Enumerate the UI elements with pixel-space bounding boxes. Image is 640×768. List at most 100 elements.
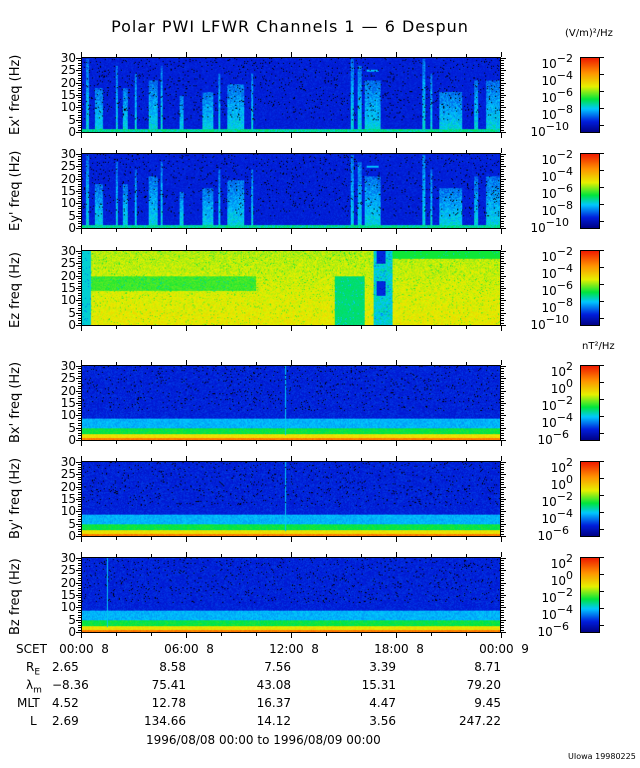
y-tick xyxy=(76,215,81,217)
colorbar-tick-label: 10−10 xyxy=(509,216,570,234)
y-tick-label: 25 xyxy=(60,256,76,271)
y-tick xyxy=(76,325,81,326)
y-tick xyxy=(501,317,504,319)
colorbar-exponent: −8 xyxy=(556,102,573,116)
y-tick xyxy=(78,117,81,119)
y-tick xyxy=(78,183,81,185)
y-tick xyxy=(501,127,504,129)
colorbar-tick xyxy=(600,124,604,126)
colorbar-base: 10 xyxy=(541,90,557,105)
y-tick xyxy=(78,489,81,491)
x-tick xyxy=(256,458,257,461)
colorbar-exponent: −10 xyxy=(545,312,569,326)
y-tick xyxy=(78,292,81,294)
x-tick xyxy=(151,133,152,136)
x-tick xyxy=(431,54,432,57)
colorbar-tick-label: 102 xyxy=(513,457,573,475)
y-tick xyxy=(78,590,81,592)
x-tick xyxy=(431,537,432,540)
y-tick xyxy=(501,90,504,92)
x-tick xyxy=(396,245,397,250)
x-tick xyxy=(221,229,222,232)
x-tick xyxy=(256,247,257,250)
y-tick xyxy=(78,533,81,535)
colorbar-tick xyxy=(600,415,604,417)
y-tick xyxy=(78,188,81,190)
x-tick xyxy=(466,229,467,232)
y-tick xyxy=(76,486,81,488)
y-tick xyxy=(78,432,81,434)
ephemeris-label: MLT xyxy=(17,696,40,710)
y-tick xyxy=(78,612,81,614)
y-tick xyxy=(501,70,506,72)
y-tick xyxy=(78,315,81,317)
x-tick xyxy=(326,150,327,153)
y-tick-label: 20 xyxy=(60,171,76,186)
x-tick xyxy=(291,52,292,57)
x-tick xyxy=(81,245,82,250)
ephemeris-value: 12.78 xyxy=(151,696,186,710)
colorbar-6 xyxy=(580,557,600,633)
colorbar-tick xyxy=(600,283,604,285)
y-tick xyxy=(501,166,506,168)
ephemeris-label: L xyxy=(30,714,37,728)
colorbar-exponent: −4 xyxy=(556,261,573,275)
y-tick xyxy=(501,297,504,299)
x-tick xyxy=(291,537,292,542)
y-tick xyxy=(501,481,504,483)
colorbar-base: 10 xyxy=(541,607,557,622)
y-tick xyxy=(501,263,506,265)
y-tick xyxy=(501,617,504,619)
colorbar-tick xyxy=(600,624,604,626)
x-tick xyxy=(221,133,222,136)
y-tick xyxy=(78,592,81,594)
ephemeris-value: 16.37 xyxy=(256,696,291,710)
x-tick xyxy=(81,633,82,638)
colorbar-base: 10 xyxy=(541,250,557,264)
y-tick xyxy=(78,494,81,496)
y-tick xyxy=(501,469,504,471)
y-tick xyxy=(501,223,504,225)
y-tick xyxy=(501,407,504,409)
figure-title: Polar PWI LFWR Channels 1 — 6 Despun xyxy=(111,17,469,36)
y-tick xyxy=(501,533,504,535)
colorbar-tick xyxy=(600,186,604,188)
colorbar-tick xyxy=(600,203,604,205)
colorbar-tick-label: 10−6 xyxy=(513,86,574,105)
y-tick xyxy=(78,587,81,589)
y-tick xyxy=(78,97,81,99)
y-tick xyxy=(501,513,504,515)
y-tick xyxy=(501,536,506,537)
x-tick xyxy=(291,552,292,557)
y-tick-label: 10 xyxy=(60,408,76,423)
y-tick xyxy=(76,58,81,59)
y-tick xyxy=(78,90,81,92)
y-tick xyxy=(78,526,81,528)
y-tick xyxy=(78,210,81,212)
y-tick xyxy=(501,275,506,277)
y-tick xyxy=(501,260,504,262)
y-tick xyxy=(78,302,81,304)
x-tick xyxy=(326,441,327,444)
y-tick xyxy=(501,171,504,173)
y-tick xyxy=(78,320,81,322)
colorbar-exponent: 2 xyxy=(566,552,573,565)
y-tick xyxy=(501,410,504,412)
y-tick xyxy=(501,225,504,227)
x-tick xyxy=(431,458,432,461)
y-tick xyxy=(76,251,81,252)
y-tick xyxy=(501,368,504,370)
y-tick xyxy=(501,425,504,427)
y-tick xyxy=(78,280,81,282)
x-tick xyxy=(396,360,397,365)
y-tick xyxy=(501,575,504,577)
y-tick xyxy=(501,158,504,160)
y-tick xyxy=(78,622,81,624)
y-tick xyxy=(501,508,504,510)
y-tick xyxy=(76,263,81,265)
colorbar-tick-label: 102 xyxy=(513,361,573,379)
colorbar-tick xyxy=(600,461,604,462)
x-tick xyxy=(221,537,222,540)
y-tick xyxy=(78,104,81,106)
y-tick-label: 25 xyxy=(60,563,76,578)
